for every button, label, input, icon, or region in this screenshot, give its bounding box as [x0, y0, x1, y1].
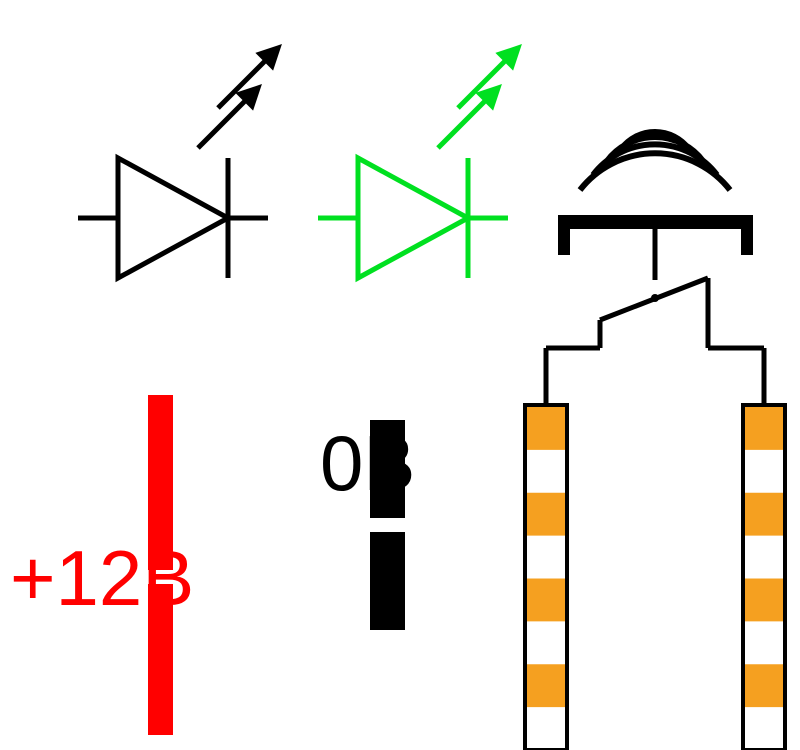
signal-arcs: [580, 132, 730, 190]
led-symbol-black: [78, 48, 278, 278]
power-plus-label: +12В: [10, 534, 194, 622]
power-rail-zero: 0В: [320, 419, 415, 630]
power-zero-label: 0В: [320, 419, 415, 507]
barrier-gate: [525, 132, 785, 750]
power-rail-plus12: +12В: [10, 395, 194, 735]
schematic-canvas: +12В 0В: [0, 0, 800, 750]
led-symbol-green: [318, 48, 518, 278]
